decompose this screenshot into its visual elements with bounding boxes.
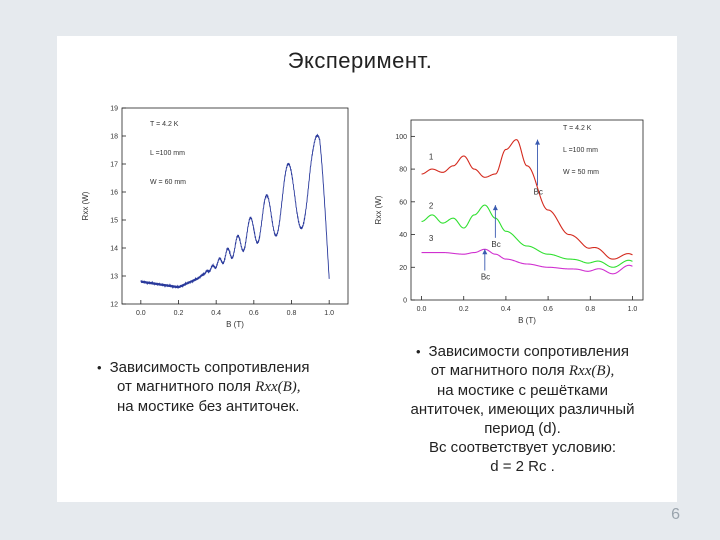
- series-label-1: 1: [429, 152, 434, 161]
- caption-right-line5: период (d).: [484, 420, 561, 437]
- x-tick-label: 0.8: [585, 306, 595, 313]
- caption-right-line3: на мостике с решётками: [437, 382, 608, 399]
- bullet: •: [415, 344, 421, 359]
- plot-frame: [121, 107, 349, 305]
- annotation-text: T = 4.2 K: [563, 125, 592, 132]
- bc-arrowhead-1: [535, 139, 541, 145]
- annotation-text: W = 50 mm: [563, 169, 599, 176]
- annotation-text: L =100 mm: [150, 150, 185, 157]
- caption-right-line2: от магнитного поля: [430, 362, 569, 379]
- caption-right-formula: Rxx(B),: [568, 363, 615, 379]
- series-line-2: [421, 204, 633, 268]
- page-number: 6: [671, 506, 680, 523]
- annotation-text: W = 60 mm: [150, 179, 186, 186]
- y-axis-label: Rxx (W): [81, 191, 90, 220]
- chart-left: 0.0 0.2 0.4 0.6 0.8 1.0 12 13 14 15 16 17 18 19 B (T) R…: [81, 106, 349, 329]
- bc-arrowhead-3: [482, 249, 488, 255]
- y-tick-label: 0: [403, 298, 407, 305]
- caption-left-line1: Зависимость сопротивления: [109, 359, 310, 376]
- y-tick-label: 15: [110, 218, 118, 225]
- x-tick-label: 0.8: [287, 310, 297, 317]
- annotation-text: T = 4.2 K: [150, 121, 179, 128]
- plot-frame: [410, 119, 644, 301]
- x-tick-label: 0.6: [249, 310, 259, 317]
- x-tick-label: 0.0: [417, 306, 427, 313]
- series-line-3: [421, 248, 633, 275]
- x-axis-label: B (T): [518, 316, 536, 325]
- bc-label-2: Bc: [491, 240, 500, 249]
- y-tick-label: 19: [110, 106, 118, 113]
- caption-right-line7: d = 2 Rc .: [490, 458, 555, 475]
- x-tick-label: 0.6: [543, 306, 553, 313]
- y-tick-label: 12: [110, 302, 118, 309]
- series-line-1: [421, 139, 633, 260]
- caption-right: • Зависимости сопротивления от магнитного…: [380, 342, 665, 476]
- bc-label-3: Bc: [481, 273, 490, 282]
- y-tick-label: 80: [399, 167, 407, 174]
- x-tick-label: 1.0: [324, 310, 334, 317]
- bc-arrowhead-2: [492, 205, 498, 211]
- bc-label-1: Bc: [534, 187, 543, 196]
- y-tick-label: 18: [110, 134, 118, 141]
- x-axis-label: B (T): [226, 320, 244, 329]
- x-tick-label: 1.0: [628, 306, 638, 313]
- caption-right-line6: Bc соответствует условию:: [429, 439, 616, 456]
- y-axis-label: Rxx (W): [374, 195, 383, 224]
- slide-title: Эксперимент.: [287, 48, 433, 73]
- x-tick-label: 0.2: [459, 306, 469, 313]
- y-tick-label: 100: [395, 134, 407, 141]
- y-tick-label: 14: [110, 246, 118, 253]
- x-tick-label: 0.0: [136, 310, 146, 317]
- x-tick-label: 0.2: [174, 310, 184, 317]
- caption-left-formula: Rxx(B),: [255, 379, 301, 395]
- chart-right-panel: 0.0 0.2 0.4 0.6 0.8 1.0 0 20 40 60 80 100 B (T) Rxx (…: [371, 100, 663, 336]
- y-tick-label: 17: [110, 162, 118, 169]
- y-tick-label: 40: [399, 232, 407, 239]
- series-label-3: 3: [429, 234, 434, 243]
- caption-left-line3: на мостике без антиточек.: [117, 398, 300, 415]
- y-tick-label: 16: [110, 190, 118, 197]
- bullet: •: [97, 360, 102, 375]
- caption-right-line4: антиточек, имеющих различный: [410, 401, 635, 418]
- series-line-0: [140, 133, 330, 290]
- chart-right: 0.0 0.2 0.4 0.6 0.8 1.0 0 20 40 60 80 100 B (T) Rxx (…: [374, 119, 644, 325]
- x-tick-label: 0.4: [501, 306, 511, 313]
- x-tick-label: 0.4: [211, 310, 221, 317]
- caption-right-line1: Зависимости сопротивления: [428, 343, 629, 360]
- caption-left: • Зависимость сопротивления от магнитного…: [97, 358, 367, 416]
- y-tick-label: 20: [399, 265, 407, 272]
- caption-left-line2: от магнитного поля: [117, 378, 256, 395]
- annotation-text: L =100 mm: [563, 147, 598, 154]
- series-label-2: 2: [429, 201, 434, 210]
- y-tick-label: 13: [110, 274, 118, 281]
- y-tick-label: 60: [399, 199, 407, 206]
- chart-left-panel: 0.0 0.2 0.4 0.6 0.8 1.0 12 13 14 15 16 17 18 19 B (T) R…: [78, 100, 366, 336]
